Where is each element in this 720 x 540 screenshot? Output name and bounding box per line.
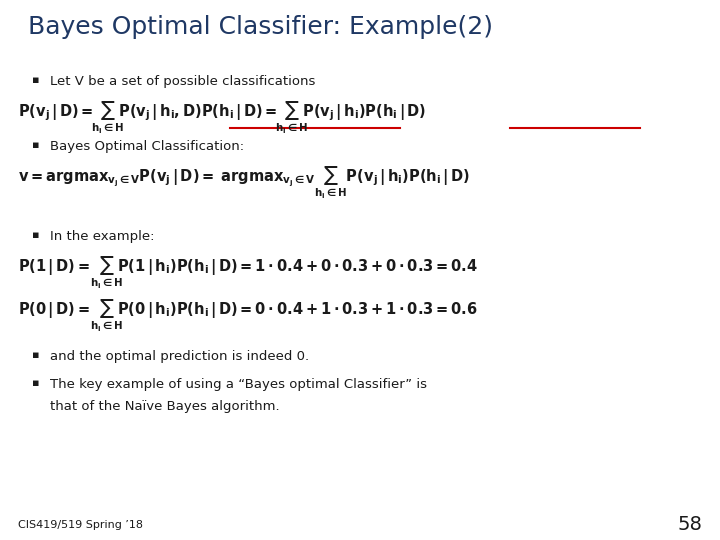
- Text: $\mathbf{v=argmax_{v_j\in V}P(v_j\,|\,D)=\;argmax_{v_j\in V}\sum_{h_i\in H}P(v_j: $\mathbf{v=argmax_{v_j\in V}P(v_j\,|\,D)…: [18, 165, 470, 201]
- Text: ▪: ▪: [32, 378, 40, 388]
- Text: ▪: ▪: [32, 140, 40, 150]
- Text: $\mathbf{P(1\,|\,D)=\!\sum_{h_i\in H}\!\!P(1\,|\,h_i)P(h_i\,|\,D)=1\bullet 0.4+0: $\mathbf{P(1\,|\,D)=\!\sum_{h_i\in H}\!\…: [18, 255, 478, 291]
- Text: The key example of using a “Bayes optimal Classifier” is: The key example of using a “Bayes optima…: [50, 378, 427, 391]
- Text: and the optimal prediction is indeed 0.: and the optimal prediction is indeed 0.: [50, 350, 309, 363]
- Text: Let V be a set of possible classifications: Let V be a set of possible classificatio…: [50, 75, 315, 88]
- Text: Bayes Optimal Classifier: Example(2): Bayes Optimal Classifier: Example(2): [28, 15, 493, 39]
- Text: Bayes Optimal Classification:: Bayes Optimal Classification:: [50, 140, 244, 153]
- Text: ▪: ▪: [32, 75, 40, 85]
- Text: $\mathbf{P(0\,|\,D)=\!\sum_{h_i\in H}\!\!P(0\,|\,h_i)P(h_i\,|\,D)=0\bullet 0.4+1: $\mathbf{P(0\,|\,D)=\!\sum_{h_i\in H}\!\…: [18, 298, 478, 334]
- Text: CIS419/519 Spring ’18: CIS419/519 Spring ’18: [18, 520, 143, 530]
- Text: In the example:: In the example:: [50, 230, 155, 243]
- Text: that of the Naïve Bayes algorithm.: that of the Naïve Bayes algorithm.: [50, 400, 279, 413]
- Text: 58: 58: [677, 515, 702, 534]
- Text: ▪: ▪: [32, 350, 40, 360]
- Text: ▪: ▪: [32, 230, 40, 240]
- Text: $\mathbf{P(v_j\,|\,D)=\!\!\sum_{h_i\in H}\!\!P(v_j\,|\,h_i,D)P(h_i\,|\,D)=\!\!\s: $\mathbf{P(v_j\,|\,D)=\!\!\sum_{h_i\in H…: [18, 100, 426, 136]
